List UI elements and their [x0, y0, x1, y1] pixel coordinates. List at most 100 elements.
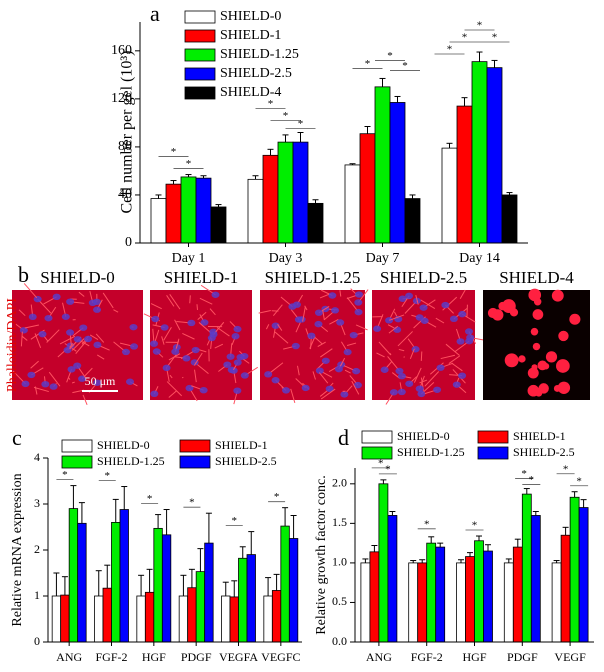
significance-mark: *	[472, 520, 478, 532]
fiber	[346, 342, 357, 346]
fiber	[313, 335, 323, 345]
bar	[165, 183, 182, 244]
significance-mark: *	[563, 463, 569, 475]
nucleus	[44, 314, 53, 322]
nucleus	[160, 324, 169, 331]
legend-swatch	[184, 29, 216, 43]
bar	[417, 562, 428, 643]
fiber	[196, 304, 198, 311]
fiber	[419, 379, 428, 384]
fiber	[197, 311, 207, 321]
fiber	[312, 371, 316, 380]
y-tick-label: 4	[34, 450, 40, 464]
nucleus	[61, 313, 70, 320]
nucleus	[27, 371, 36, 379]
fiber	[23, 283, 38, 299]
cell	[538, 383, 549, 394]
bar	[560, 534, 571, 643]
nucleus	[397, 372, 406, 380]
y-tick-label: 1.0	[332, 555, 347, 569]
nucleus	[28, 313, 37, 321]
nucleus	[191, 346, 200, 354]
nucleus	[288, 303, 297, 310]
fiber	[297, 365, 300, 376]
bar	[483, 550, 493, 643]
panel-label: c	[12, 425, 22, 450]
nucleus	[398, 295, 407, 302]
nucleus	[150, 390, 159, 398]
cell	[532, 342, 541, 351]
fiber	[82, 394, 88, 406]
nucleus	[405, 292, 414, 300]
nucleus	[211, 291, 220, 298]
nucleus	[38, 330, 47, 338]
fiber	[96, 354, 105, 360]
nucleus	[66, 329, 75, 336]
bar	[456, 105, 473, 244]
nucleus	[380, 366, 389, 373]
nucleus	[352, 367, 361, 375]
nucleus	[187, 319, 196, 327]
cell	[557, 381, 571, 394]
image-title: SHIELD-0	[40, 268, 115, 287]
fiber	[150, 303, 162, 310]
legend-swatch	[361, 430, 393, 444]
fiber	[59, 335, 76, 345]
legend-label: SHIELD-0	[97, 438, 150, 452]
x-tick-label: FGF-2	[95, 650, 127, 664]
fiber	[20, 331, 23, 347]
nucleus	[93, 341, 102, 349]
fiber	[302, 306, 306, 322]
nucleus	[282, 387, 291, 394]
bar	[471, 61, 488, 244]
nucleus	[456, 338, 465, 345]
fiber	[216, 326, 230, 337]
fiber	[378, 341, 392, 356]
bar	[247, 178, 264, 244]
legend-swatch	[61, 439, 93, 453]
fiber	[274, 331, 289, 344]
fiber	[318, 372, 329, 384]
bar	[359, 133, 376, 244]
nucleus	[395, 367, 404, 375]
fiber	[169, 294, 181, 310]
bar	[404, 198, 421, 244]
fiber	[277, 324, 283, 331]
x-tick-label: Day 1	[172, 251, 206, 266]
fiber	[199, 297, 213, 305]
fiber	[398, 348, 405, 352]
significance-mark: *	[447, 44, 453, 56]
nucleus	[393, 326, 402, 333]
legend-label: SHIELD-4	[220, 85, 281, 100]
nucleus	[331, 307, 340, 314]
legend-swatch	[361, 446, 393, 460]
x-tick-label: Day 7	[366, 251, 400, 266]
scale-bar-label: 50 μm	[85, 374, 116, 388]
fiber	[194, 369, 197, 383]
nucleus	[417, 390, 426, 398]
fiber	[424, 371, 440, 387]
fiber	[113, 309, 119, 313]
y-axis-label: Cell number per gel (10³)	[119, 51, 136, 214]
x-tick-label: HGF	[142, 650, 166, 664]
significance-mark: *	[186, 158, 192, 170]
bar	[119, 509, 129, 643]
nucleus	[436, 364, 445, 371]
fiber	[376, 352, 385, 358]
nucleus	[226, 353, 235, 360]
legend-label: SHIELD-0	[397, 429, 450, 443]
nucleus	[199, 386, 208, 394]
x-tick-label: ANG	[366, 650, 392, 664]
fiber	[415, 295, 419, 305]
bar	[238, 557, 248, 643]
fiber	[440, 354, 456, 360]
bar	[180, 176, 197, 244]
nucleus	[182, 355, 191, 362]
bar	[136, 595, 146, 643]
y-tick-label: 0.0	[332, 634, 347, 648]
nucleus	[321, 357, 330, 364]
cell	[530, 327, 539, 336]
fiber	[102, 292, 114, 309]
nucleus	[66, 298, 75, 305]
y-axis-label: Relative growth factor conc.	[314, 475, 329, 634]
